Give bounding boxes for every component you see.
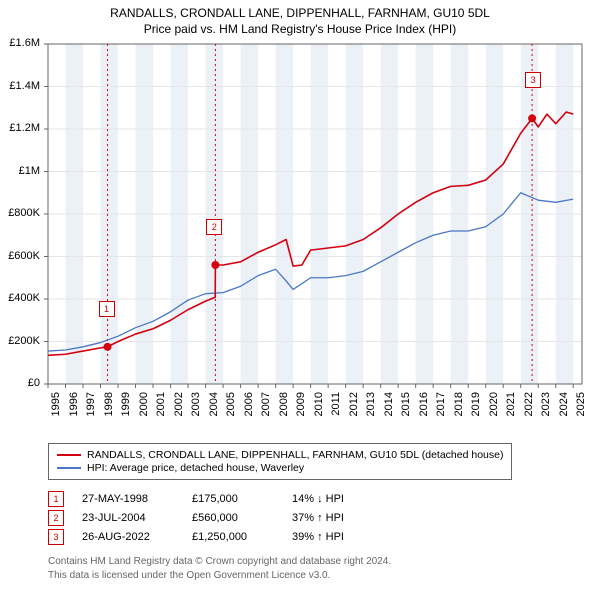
x-tick-label: 2017: [435, 392, 447, 422]
legend-swatch: [57, 467, 81, 469]
chart-container: RANDALLS, CRONDALL LANE, DIPPENHALL, FAR…: [0, 0, 600, 590]
sale-marker-3: 3: [525, 72, 541, 88]
y-tick-label: £600K: [0, 250, 40, 262]
sales-date: 26-AUG-2022: [82, 531, 192, 543]
sales-table: 1 27-MAY-1998£175,00014% ↓ HPI 2 23-JUL-200…: [48, 488, 392, 548]
y-tick-label: £400K: [0, 292, 40, 304]
x-tick-label: 2020: [488, 392, 500, 422]
legend-label: RANDALLS, CRONDALL LANE, DIPPENHALL, FAR…: [87, 449, 503, 461]
sales-marker-box: 1: [48, 491, 64, 507]
sales-price: £1,250,000: [192, 531, 292, 543]
x-tick-label: 2019: [470, 392, 482, 422]
attribution-line2: This data is licensed under the Open Gov…: [48, 569, 391, 583]
legend-item: HPI: Average price, detached house, Wave…: [57, 462, 503, 474]
x-tick-label: 2003: [190, 392, 202, 422]
sales-row: 2 23-JUL-2004£560,00037% ↑ HPI: [48, 510, 392, 526]
x-tick-label: 2023: [540, 392, 552, 422]
x-tick-label: 2009: [295, 392, 307, 422]
x-tick-label: 2014: [383, 392, 395, 422]
attribution-text: Contains HM Land Registry data © Crown c…: [48, 555, 391, 582]
sales-row: 3 26-AUG-2022£1,250,00039% ↑ HPI: [48, 529, 392, 545]
x-tick-label: 2016: [418, 392, 430, 422]
x-tick-label: 2000: [138, 392, 150, 422]
x-tick-label: 2001: [155, 392, 167, 422]
x-tick-label: 2025: [575, 392, 587, 422]
legend-item: RANDALLS, CRONDALL LANE, DIPPENHALL, FAR…: [57, 449, 503, 461]
legend-swatch: [57, 454, 81, 456]
sales-price: £175,000: [192, 493, 292, 505]
x-tick-label: 2022: [523, 392, 535, 422]
sales-delta: 37% ↑ HPI: [292, 512, 392, 524]
legend: RANDALLS, CRONDALL LANE, DIPPENHALL, FAR…: [48, 443, 512, 480]
x-tick-label: 2010: [313, 392, 325, 422]
sales-date: 23-JUL-2004: [82, 512, 192, 524]
y-tick-label: £1.2M: [0, 122, 40, 134]
x-tick-label: 2002: [173, 392, 185, 422]
x-tick-label: 2011: [330, 392, 342, 422]
x-tick-label: 2012: [348, 392, 360, 422]
x-tick-label: 2004: [208, 392, 220, 422]
sales-delta: 39% ↑ HPI: [292, 531, 392, 543]
sales-marker-box: 3: [48, 529, 64, 545]
x-tick-label: 2013: [365, 392, 377, 422]
attribution-line1: Contains HM Land Registry data © Crown c…: [48, 555, 391, 569]
sale-marker-1: 1: [99, 301, 115, 317]
x-tick-label: 1998: [103, 392, 115, 422]
y-tick-label: £800K: [0, 207, 40, 219]
y-tick-label: £1.4M: [0, 80, 40, 92]
x-tick-label: 1997: [85, 392, 97, 422]
x-tick-label: 2015: [400, 392, 412, 422]
x-tick-label: 2024: [558, 392, 570, 422]
y-tick-label: £200K: [0, 335, 40, 347]
sale-marker-2: 2: [206, 219, 222, 235]
x-tick-label: 1995: [50, 392, 62, 422]
sales-delta: 14% ↓ HPI: [292, 493, 392, 505]
y-tick-label: £1.6M: [0, 37, 40, 49]
x-tick-label: 2021: [505, 392, 517, 422]
sales-date: 27-MAY-1998: [82, 493, 192, 505]
sales-marker-box: 2: [48, 510, 64, 526]
x-tick-label: 1996: [68, 392, 80, 422]
y-tick-label: £0: [0, 377, 40, 389]
x-tick-label: 1999: [120, 392, 132, 422]
x-tick-label: 2005: [225, 392, 237, 422]
x-tick-label: 2008: [278, 392, 290, 422]
y-tick-label: £1M: [0, 165, 40, 177]
sales-price: £560,000: [192, 512, 292, 524]
sales-row: 1 27-MAY-1998£175,00014% ↓ HPI: [48, 491, 392, 507]
legend-label: HPI: Average price, detached house, Wave…: [87, 462, 304, 474]
x-tick-label: 2018: [453, 392, 465, 422]
x-tick-label: 2007: [260, 392, 272, 422]
x-tick-label: 2006: [243, 392, 255, 422]
